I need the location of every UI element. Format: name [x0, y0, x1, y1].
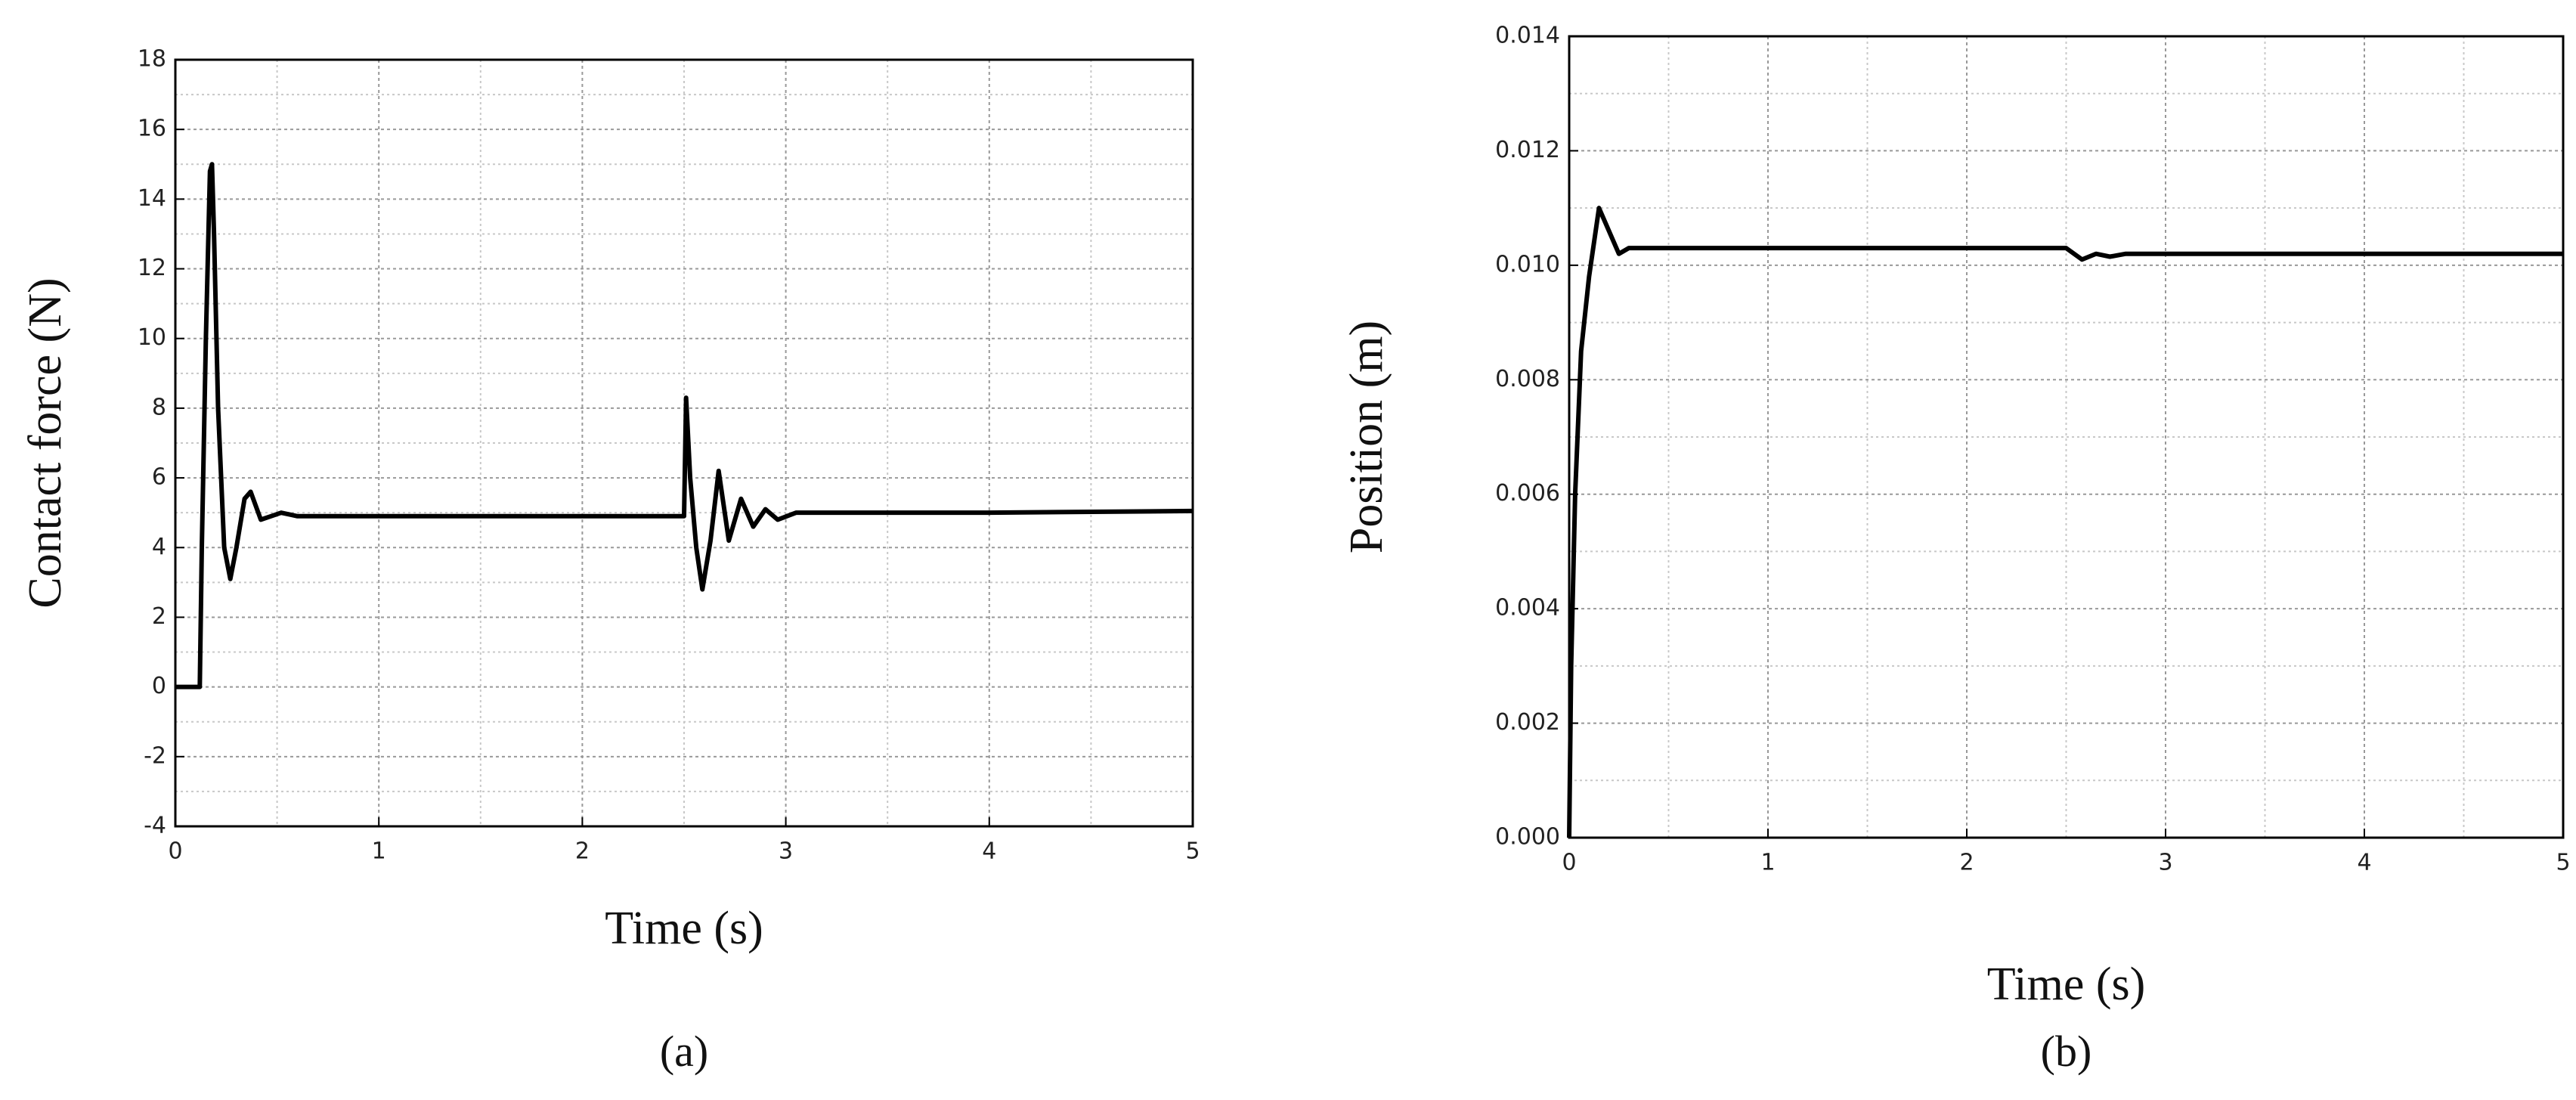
x-axis-title: Time (s)	[605, 903, 763, 954]
y-tick-label: 0.014	[1495, 23, 1560, 49]
y-tick-label: 0.008	[1495, 366, 1560, 392]
x-tick-label: 5	[2556, 850, 2570, 876]
y-axis-title: Contact force (N)	[20, 277, 71, 608]
x-tick-label: 1	[1760, 850, 1775, 876]
y-tick-label: 12	[138, 255, 166, 281]
panel-label: (a)	[660, 1027, 708, 1076]
x-tick-label: 4	[982, 838, 996, 865]
x-tick-label: 0	[1562, 850, 1576, 876]
y-tick-label: 14	[138, 185, 166, 212]
x-tick-label: 1	[372, 838, 386, 865]
x-axis-title: Time (s)	[1987, 959, 2146, 1010]
y-tick-label: 0.002	[1495, 709, 1560, 736]
data-line	[1567, 206, 2563, 838]
chart: 0 1 2 3 4 5 0.000 0.002 0.004 0.006 0.008 0.010 0.01…	[1341, 23, 2570, 1077]
y-axis-title: Position (m)	[1341, 321, 1392, 553]
y-tick-label: 8	[152, 394, 166, 420]
y-tick-label: 0.010	[1495, 251, 1560, 277]
y-tick-label: -2	[144, 742, 166, 769]
y-tick-label: 10	[138, 324, 166, 351]
y-tick-label: 0.012	[1495, 137, 1560, 163]
x-tick-label: 4	[2357, 850, 2371, 876]
y-tick-label: 16	[138, 116, 166, 142]
x-tick-label: 0	[168, 838, 182, 865]
data-line	[175, 162, 1194, 689]
y-tick-label: 6	[152, 464, 166, 491]
x-tick-label: 3	[2158, 850, 2172, 876]
x-tick-label: 3	[779, 838, 793, 865]
x-tick-label: 2	[1959, 850, 1974, 876]
y-tick-label: 0.000	[1495, 824, 1560, 851]
y-tick-label: 18	[138, 46, 166, 73]
y-tick-label: 4	[152, 534, 166, 560]
y-tick-label: 0.004	[1495, 595, 1560, 621]
y-tick-label: 2	[152, 603, 166, 630]
y-tick-label: -4	[144, 813, 166, 839]
plot-frame	[1568, 35, 2565, 839]
x-tick-label: 5	[1185, 838, 1200, 865]
x-tick-label: 2	[575, 838, 590, 865]
panel-label: (b)	[2041, 1027, 2092, 1076]
plot-frame	[174, 58, 1194, 828]
y-tick-label: 0	[152, 673, 166, 699]
y-tick-label: 0.006	[1495, 480, 1560, 507]
